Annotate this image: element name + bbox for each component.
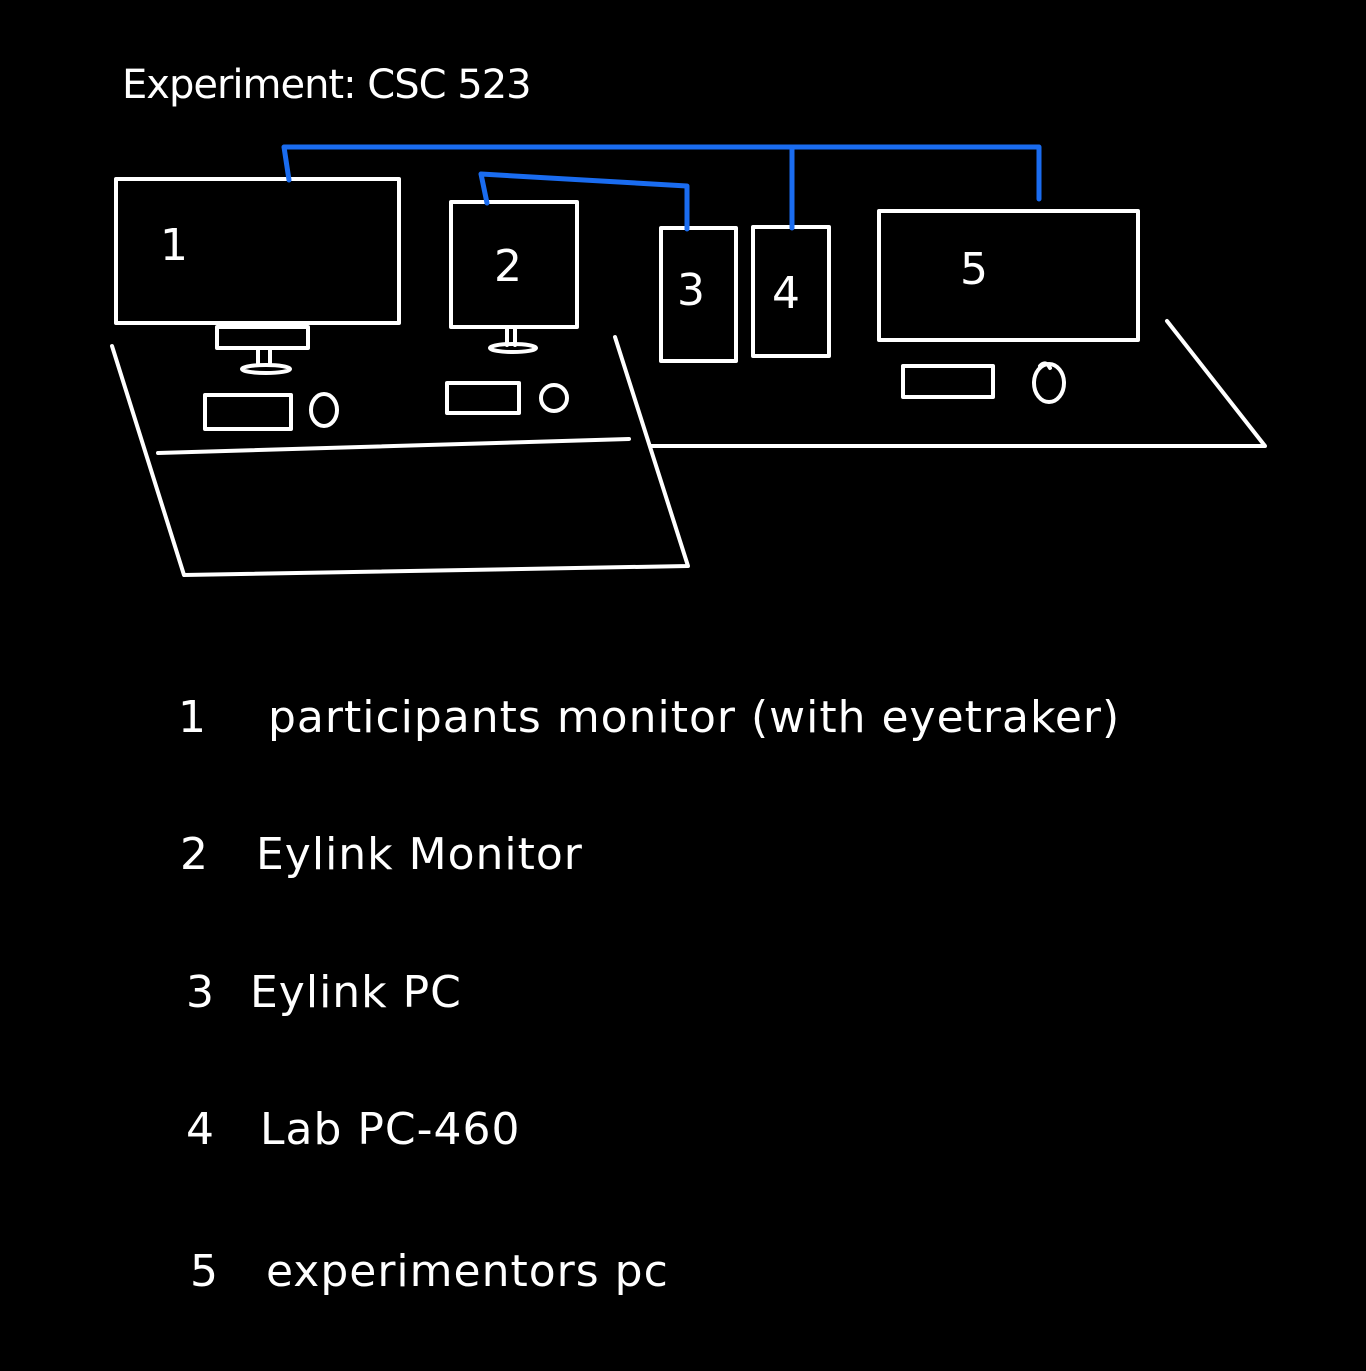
- monitor-2-base: [488, 342, 538, 354]
- device-4-label: 4: [772, 268, 800, 319]
- legend-item-5: 5 experimentors pc: [190, 1246, 669, 1297]
- diagram-title: Experiment: CSC 523: [122, 62, 532, 108]
- legend-number: 4: [186, 1104, 214, 1155]
- legend-item-1: 1 participants monitor (with eyetraker): [178, 692, 1120, 743]
- mouse-1: [309, 392, 339, 428]
- monitor-1-stand: [215, 325, 310, 350]
- monitor-1-base: [240, 363, 292, 375]
- legend-text: experimentors pc: [266, 1246, 669, 1297]
- legend-text: Eylink Monitor: [256, 829, 583, 880]
- device-2-label: 2: [494, 241, 522, 292]
- mouse-5-cord: [1038, 361, 1052, 370]
- lab-setup-diagram: 1 2 3 4 5: [110, 144, 1267, 577]
- legend-number: 5: [190, 1246, 218, 1297]
- legend-number: 3: [186, 967, 214, 1018]
- legend-item-4: 4 Lab PC-460: [186, 1104, 521, 1155]
- legend-text: Lab PC-460: [260, 1104, 521, 1155]
- device-3-label: 3: [677, 265, 705, 316]
- monitor-5: [877, 209, 1140, 342]
- device-1-label: 1: [160, 220, 188, 271]
- monitor-1: [114, 177, 401, 325]
- left-desk-outline: [110, 335, 690, 577]
- keyboard-1: [203, 393, 293, 431]
- keyboard-2: [445, 381, 521, 415]
- legend-item-2: 2 Eylink Monitor: [180, 829, 583, 880]
- legend-text: participants monitor (with eyetraker): [268, 692, 1121, 743]
- right-desk-outline: [648, 319, 1267, 448]
- device-5-label: 5: [960, 244, 988, 295]
- connection-main: [281, 144, 1042, 202]
- monitor-2: [449, 200, 579, 329]
- connection-monitor-2-to-pc-3: [478, 171, 690, 232]
- left-desk-edge: [156, 437, 631, 455]
- mouse-2: [539, 383, 569, 413]
- legend-number: 2: [180, 829, 208, 880]
- legend-number: 1: [178, 692, 206, 743]
- keyboard-5: [901, 364, 995, 399]
- legend-item-3: 3 Eylink PC: [186, 967, 462, 1018]
- legend-text: Eylink PC: [250, 967, 462, 1018]
- pc-3: [659, 226, 738, 363]
